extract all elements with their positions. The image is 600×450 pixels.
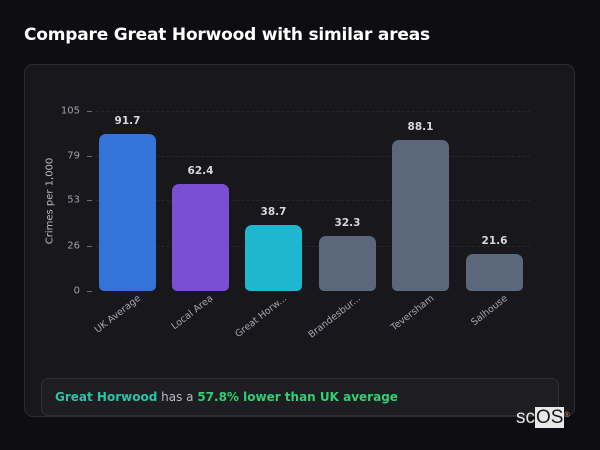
bar-value-label: 62.4 (187, 165, 214, 178)
bar-brandesbur[interactable] (319, 235, 376, 291)
gridline (96, 111, 530, 112)
y-tick-mark (87, 246, 92, 248)
bar-salhouse[interactable] (466, 253, 523, 291)
insight-box: Great Horwood has a 57.8% lower than UK … (41, 378, 559, 416)
gridline (96, 246, 530, 248)
bar-value-label: 38.7 (260, 205, 287, 218)
bar-great-horw[interactable] (245, 224, 302, 291)
y-tick-label: 79 (67, 150, 80, 162)
y-tick-mark (87, 200, 92, 202)
bar-value-label: 21.6 (481, 234, 508, 247)
y-tick-label: 53 (67, 194, 80, 206)
watermark-logo: scOS® (516, 407, 570, 428)
y-tick-label: 0 (73, 285, 80, 297)
gridline (96, 200, 530, 202)
y-tick-mark (87, 155, 92, 157)
page-title: Compare Great Horwood with similar areas (24, 25, 430, 45)
y-tick-label: 105 (60, 105, 80, 117)
insight-stat: 57.8% lower than UK average (197, 390, 398, 404)
insight-text: has a (157, 390, 198, 404)
gridline (96, 155, 530, 157)
bar-value-label: 32.3 (334, 216, 361, 229)
bar-teversham[interactable] (392, 139, 449, 291)
y-tick-mark (87, 111, 92, 112)
bar-value-label: 88.1 (407, 120, 434, 133)
y-tick-label: 26 (67, 240, 80, 252)
insight-area-name: Great Horwood (55, 390, 158, 404)
bar-value-label: 91.7 (114, 114, 141, 127)
y-tick-mark (87, 291, 92, 292)
bar-local-area[interactable] (172, 184, 229, 291)
bar-uk-average[interactable] (99, 133, 156, 291)
